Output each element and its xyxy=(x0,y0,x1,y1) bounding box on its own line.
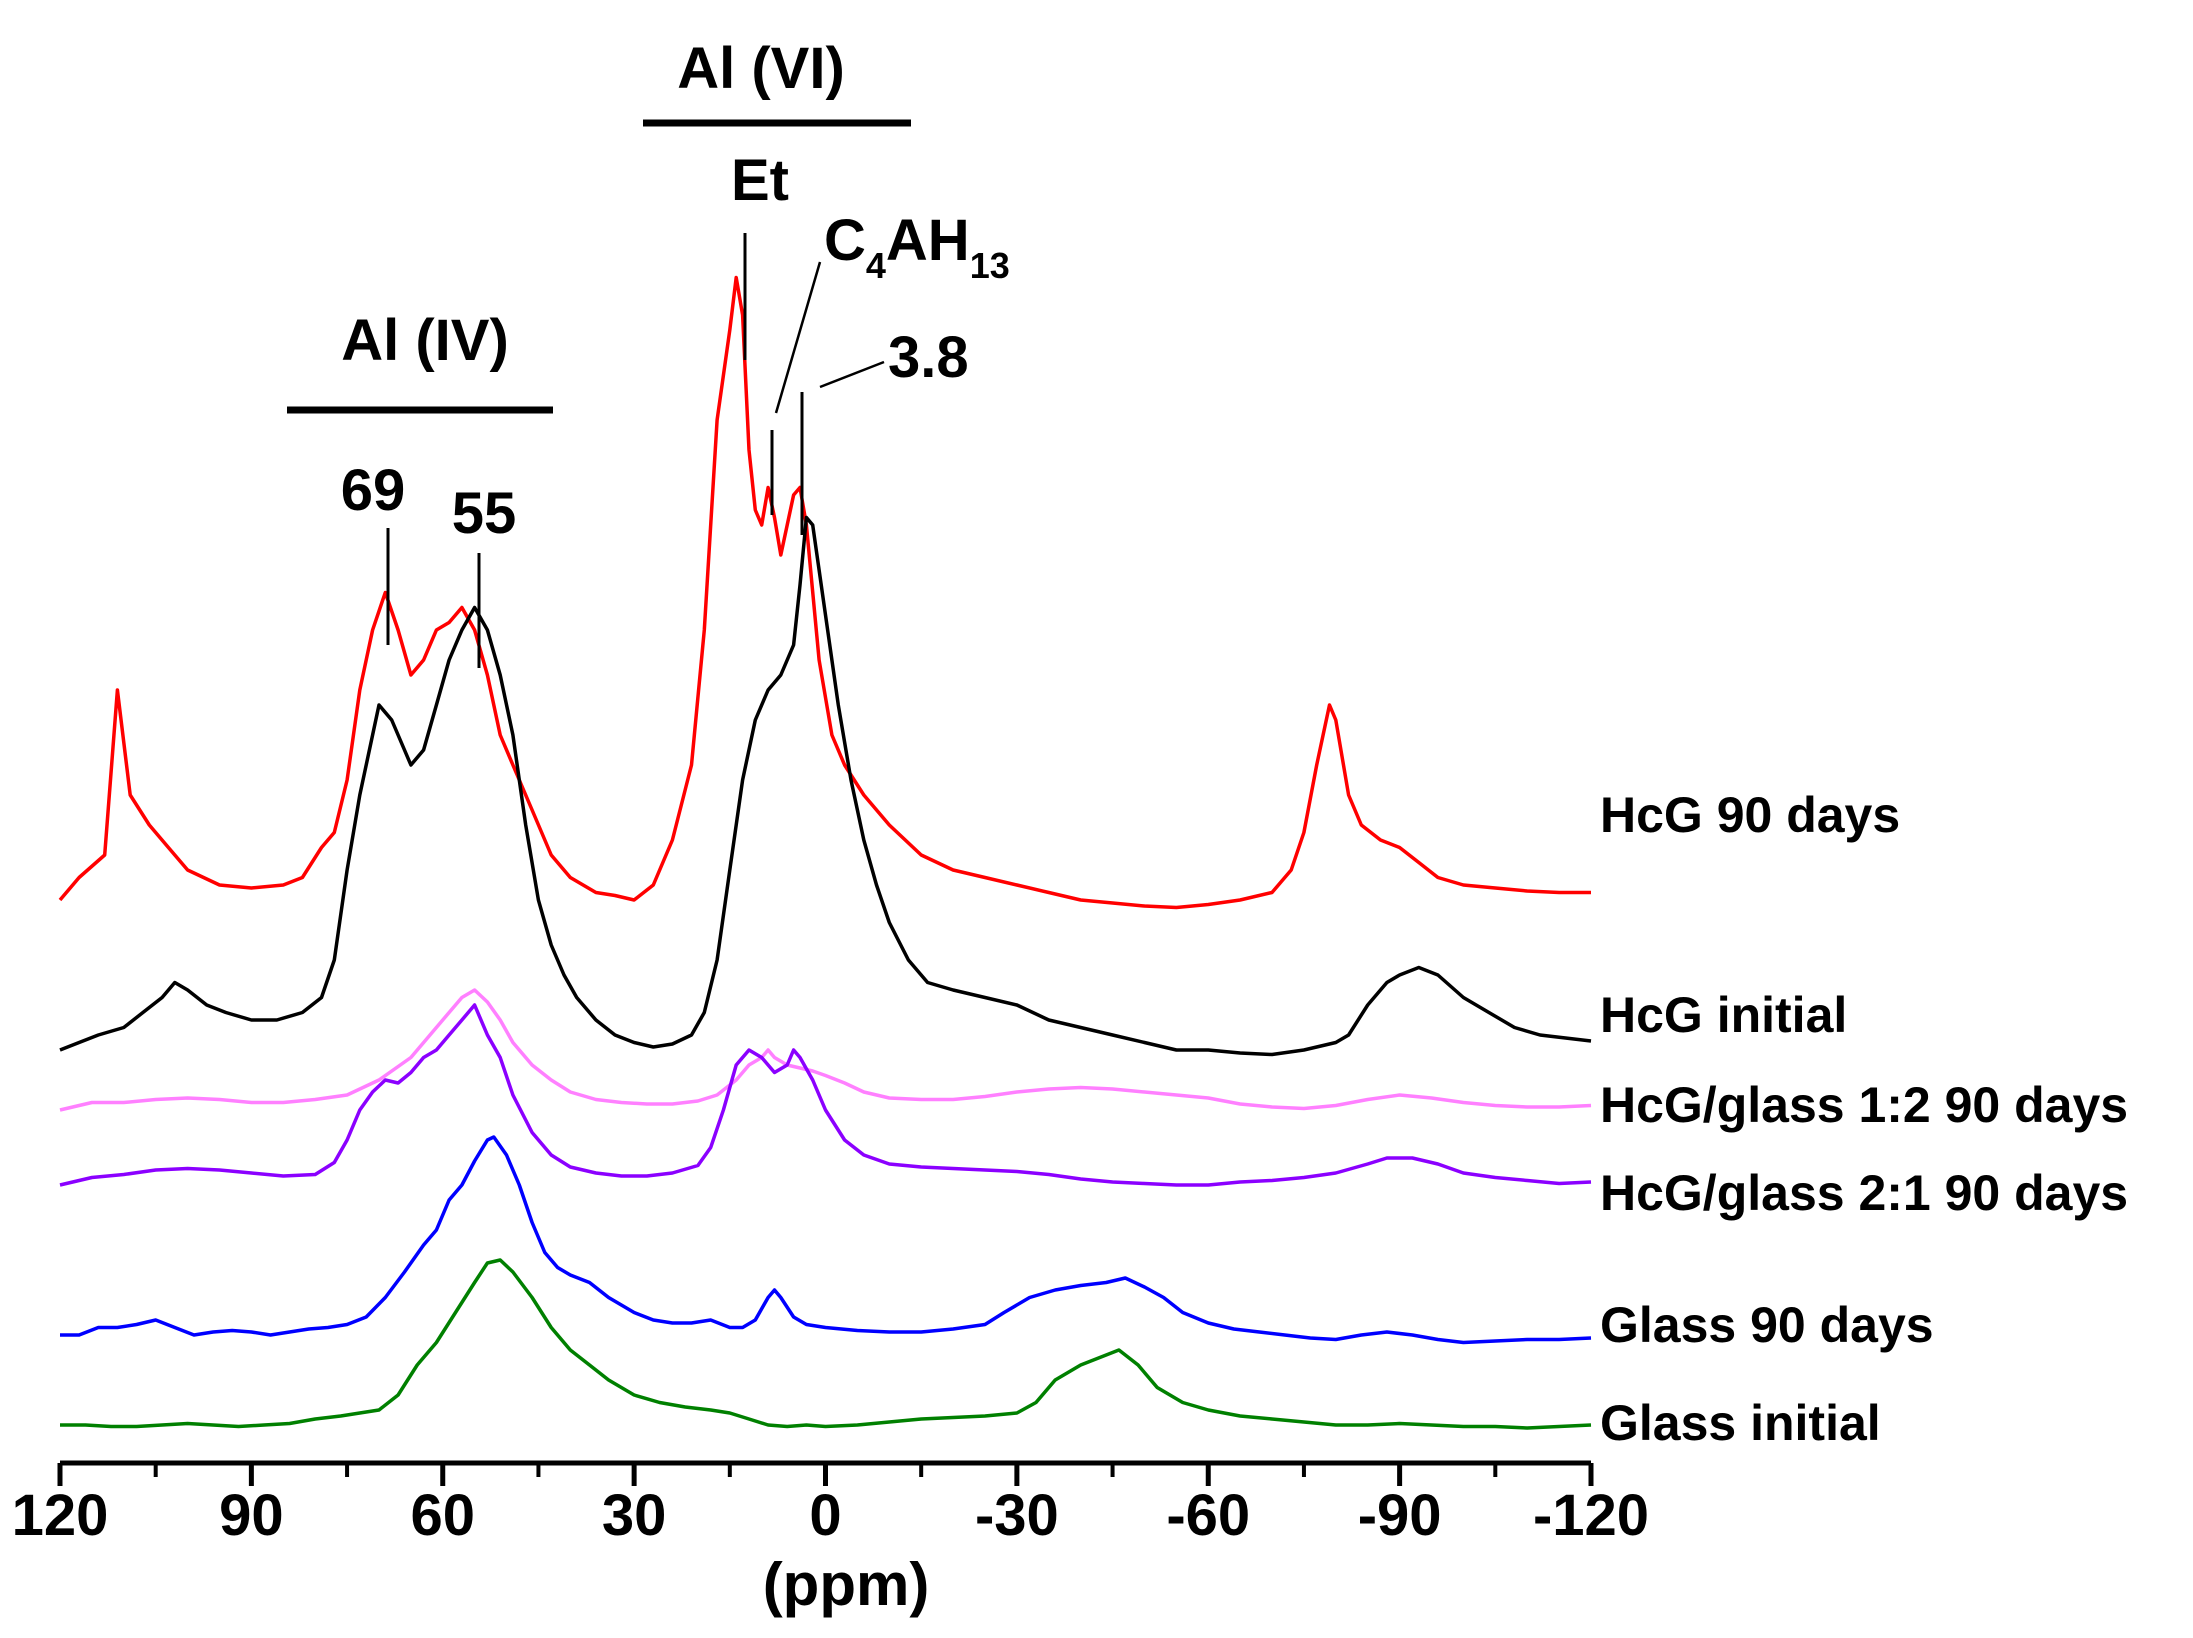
peak-38-label: 3.8 xyxy=(888,325,969,390)
peak-et-label: Et xyxy=(731,148,789,213)
x-tick-label: 0 xyxy=(809,1483,841,1548)
series-label-hcg-glass-2-1: HcG/glass 2:1 90 days xyxy=(1600,1165,2128,1221)
x-tick-label: -60 xyxy=(1166,1483,1250,1548)
x-tick-label: -120 xyxy=(1533,1483,1649,1548)
al-iv-label: Al (IV) xyxy=(341,308,509,373)
traces-group xyxy=(58,275,1592,1430)
peak-55-label: 55 xyxy=(452,481,517,546)
x-axis-label: (ppm) xyxy=(763,1551,930,1618)
series-label-glass-initial: Glass initial xyxy=(1600,1395,1881,1451)
peak-c4ah13-label: C4AH13 xyxy=(824,208,1010,286)
series-line-glass-90-days xyxy=(60,1135,1592,1345)
x-tick-label: 90 xyxy=(219,1483,284,1548)
series-line-hcg-90-days xyxy=(58,275,1591,910)
series-labels-group: HcG 90 days HcG initial HcG/glass 1:2 90… xyxy=(1600,787,2128,1451)
series-label-hcg-glass-1-2: HcG/glass 1:2 90 days xyxy=(1600,1077,2128,1133)
series-label-hcg-initial: HcG initial xyxy=(1600,987,1847,1043)
annotations-group: Al (IV) Al (VI) 69 55 Et C4AH13 3.8 xyxy=(287,36,1010,668)
al-vi-label: Al (VI) xyxy=(677,36,845,101)
x-tick-label: 120 xyxy=(12,1483,109,1548)
x-tick-label: 30 xyxy=(602,1483,667,1548)
x-tick-label: -30 xyxy=(975,1483,1059,1548)
peak-c4ah13-leader xyxy=(774,261,822,414)
c4ah13-sub-4: 4 xyxy=(866,245,886,286)
c4ah13-sub-13: 13 xyxy=(970,245,1010,286)
series-line-hcg-initial xyxy=(59,515,1592,1057)
x-tick-label: -90 xyxy=(1358,1483,1442,1548)
series-line-glass-initial xyxy=(60,1258,1592,1430)
series-line-hcg-glass-2-1-90-days xyxy=(59,1003,1592,1187)
x-tick-label: 60 xyxy=(410,1483,475,1548)
c4ah13-ah: AH xyxy=(886,208,970,273)
peak-38-leader xyxy=(819,360,885,389)
series-label-hcg-90-days: HcG 90 days xyxy=(1600,787,1900,843)
peak-69-label: 69 xyxy=(341,458,406,523)
c4ah13-c: C xyxy=(824,208,866,273)
series-line-hcg-glass-1-2-90-days xyxy=(59,988,1592,1112)
series-label-glass-90-days: Glass 90 days xyxy=(1600,1297,1934,1353)
x-ticks-group: 120 90 60 30 0 -30 -60 -90 -120 xyxy=(12,1463,1649,1548)
